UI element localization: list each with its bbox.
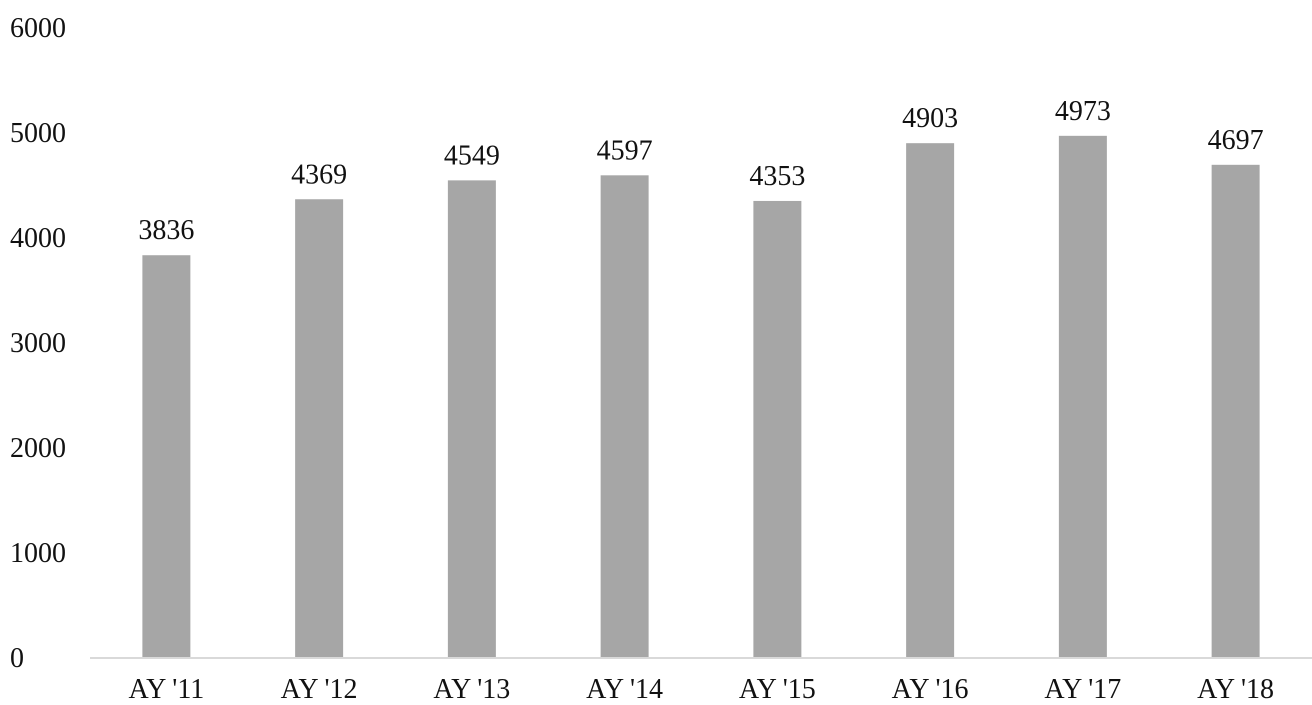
data-label: 4973	[1055, 96, 1111, 127]
bar	[1058, 135, 1107, 658]
x-axis: AY '11 AY '12 AY '13 AY '14 AY '15 AY '16 AY '…	[128, 674, 1274, 705]
y-tick-label: 0	[10, 643, 24, 674]
x-tick-label: AY '14	[586, 674, 663, 705]
y-tick-label: 5000	[10, 118, 66, 149]
y-tick-label: 3000	[10, 328, 66, 359]
x-tick-label: AY '13	[433, 674, 510, 705]
data-label: 3836	[138, 215, 194, 246]
x-tick-label: AY '15	[739, 674, 816, 705]
bar	[906, 143, 955, 658]
data-label: 4903	[902, 103, 958, 134]
x-tick-label: AY '18	[1197, 674, 1274, 705]
data-label: 4353	[749, 161, 805, 192]
bar	[295, 199, 344, 658]
bars	[142, 135, 1260, 659]
x-tick-label: AY '17	[1044, 674, 1121, 705]
data-label: 4549	[444, 140, 500, 171]
x-tick-label: AY '16	[892, 674, 969, 705]
y-tick-label: 6000	[10, 13, 66, 44]
bar	[600, 175, 649, 658]
y-tick-label: 1000	[10, 538, 66, 569]
data-label: 4697	[1208, 125, 1264, 156]
bar	[142, 255, 191, 658]
y-tick-label: 2000	[10, 433, 66, 464]
y-tick-label: 4000	[10, 223, 66, 254]
x-tick-label: AY '12	[281, 674, 358, 705]
bar	[1211, 164, 1260, 658]
bar	[753, 200, 802, 658]
bar	[447, 180, 496, 659]
data-labels: 3836 4369 4549 4597 4353 4903 4973 4697	[138, 96, 1263, 246]
x-tick-label: AY '11	[128, 674, 204, 705]
data-label: 4369	[291, 159, 347, 190]
y-axis: 0 1000 2000 3000 4000 5000 6000	[10, 13, 66, 674]
data-label: 4597	[597, 135, 653, 166]
